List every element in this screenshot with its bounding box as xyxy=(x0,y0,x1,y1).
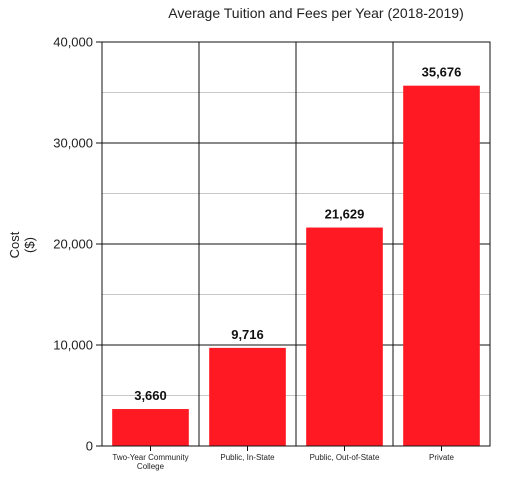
y-tick-label: 40,000 xyxy=(53,35,93,50)
x-tick-label: Two-Year Community xyxy=(112,453,188,462)
x-tick-label: Private xyxy=(429,453,454,462)
y-axis-label: Cost ($) xyxy=(7,231,37,258)
y-axis-label-line-1: Cost xyxy=(7,231,22,258)
x-tick-label: Public, In-State xyxy=(220,453,275,462)
bar xyxy=(306,227,383,446)
gridlines xyxy=(102,42,490,446)
data-label: 3,660 xyxy=(134,388,167,403)
data-label: 9,716 xyxy=(231,327,264,342)
y-ticks: 0 10,000 20,000 30,000 40,000 xyxy=(53,35,102,454)
y-tick-label: 0 xyxy=(86,439,93,454)
x-tick-label: Public, Out-of-State xyxy=(310,453,380,462)
y-tick-label: 10,000 xyxy=(53,338,93,353)
bars xyxy=(112,85,480,447)
data-label: 35,676 xyxy=(422,65,462,80)
bar xyxy=(403,85,480,447)
data-labels: 3,660 9,716 21,629 35,676 xyxy=(134,65,461,403)
y-tick-label: 20,000 xyxy=(53,237,93,252)
data-label: 21,629 xyxy=(325,207,365,222)
y-tick-label: 30,000 xyxy=(53,136,93,151)
x-tick-label: College xyxy=(137,462,165,471)
bar xyxy=(209,347,286,446)
chart-title: Average Tuition and Fees per Year (2018-… xyxy=(168,5,464,21)
bar xyxy=(112,409,189,446)
y-axis-label-line-2: ($) xyxy=(22,237,37,253)
